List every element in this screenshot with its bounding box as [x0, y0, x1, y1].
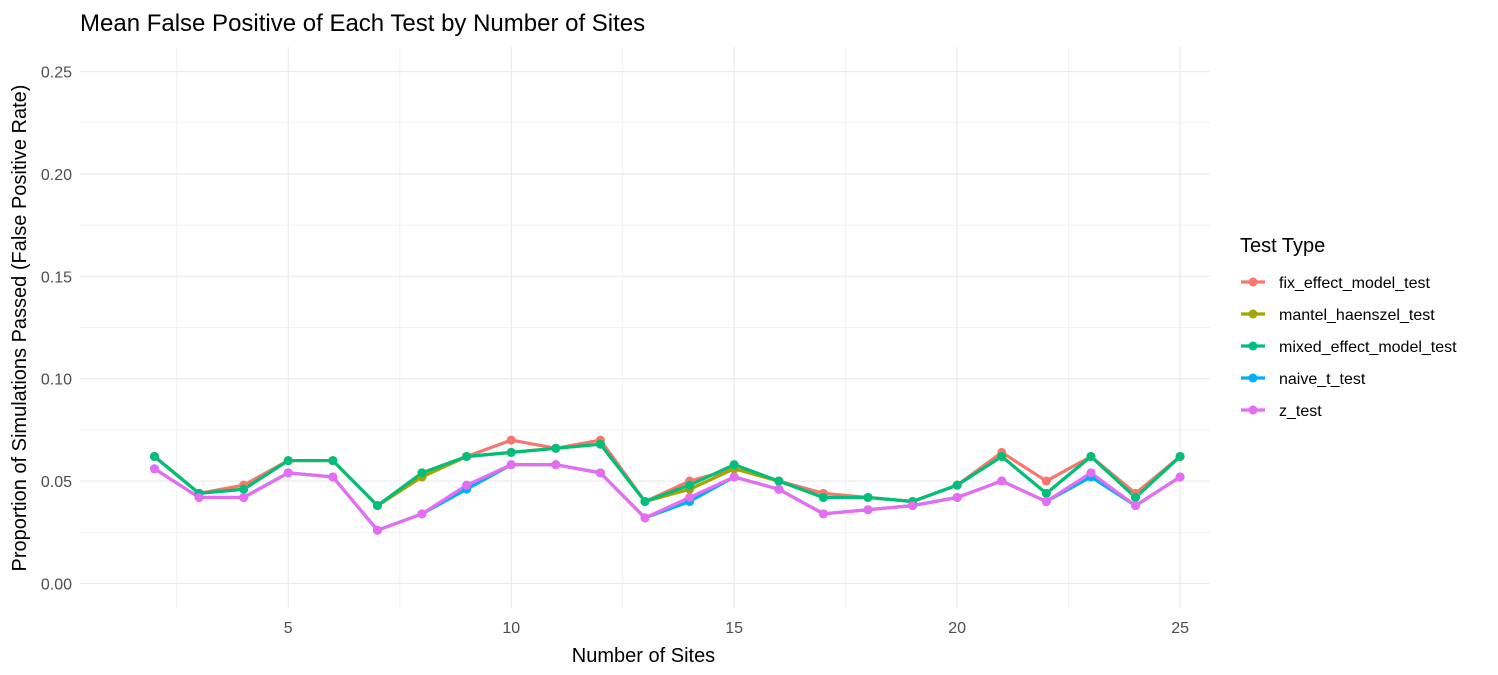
- data-point-mixed_effect_model_test: [774, 476, 784, 486]
- x-tick-label: 15: [725, 620, 743, 637]
- data-point-mixed_effect_model_test: [417, 468, 427, 478]
- data-point-fix_effect_model_test: [1041, 476, 1051, 486]
- data-point-mixed_effect_model_test: [818, 492, 828, 502]
- data-point-mixed_effect_model_test: [1131, 492, 1141, 502]
- legend-key-point: [1248, 373, 1258, 383]
- data-point-z_test: [729, 472, 739, 482]
- chart-title: Mean False Positive of Each Test by Numb…: [80, 10, 645, 37]
- data-point-z_test: [239, 492, 249, 502]
- data-point-z_test: [908, 501, 918, 511]
- data-point-mixed_effect_model_test: [283, 456, 293, 466]
- series-line-mixed_effect_model_test: [153, 442, 1182, 508]
- data-point-z_test: [595, 468, 605, 478]
- data-point-z_test: [640, 513, 650, 523]
- legend-label: mantel_haenszel_test: [1279, 307, 1435, 324]
- data-point-z_test: [685, 492, 695, 502]
- data-point-mixed_effect_model_test: [506, 447, 516, 457]
- data-point-mixed_effect_model_test: [149, 451, 159, 461]
- data-point-z_test: [417, 509, 427, 519]
- data-point-z_test: [328, 472, 338, 482]
- minor-gridlines: [80, 47, 1210, 608]
- x-tick-label: 5: [284, 620, 293, 637]
- data-point-z_test: [863, 505, 873, 515]
- data-point-z_test: [372, 525, 382, 535]
- legend-key-point: [1248, 309, 1258, 319]
- x-tick-label: 10: [502, 620, 520, 637]
- data-point-mixed_effect_model_test: [595, 439, 605, 449]
- major-gridlines: [80, 47, 1210, 608]
- data-point-z_test: [1086, 468, 1096, 478]
- data-point-z_test: [952, 492, 962, 502]
- legend-key-point: [1248, 341, 1258, 351]
- data-point-z_test: [1131, 501, 1141, 511]
- data-point-z_test: [1175, 472, 1185, 482]
- y-tick-label: 0.15: [41, 269, 72, 286]
- y-tick-label: 0.25: [41, 65, 72, 82]
- data-point-mixed_effect_model_test: [462, 451, 472, 461]
- y-tick-label: 0.05: [41, 474, 72, 491]
- data-point-z_test: [774, 484, 784, 494]
- x-axis-title: Number of Sites: [572, 645, 715, 667]
- y-tick-label: 0.10: [41, 372, 72, 389]
- data-point-mixed_effect_model_test: [952, 480, 962, 490]
- data-point-mixed_effect_model_test: [863, 492, 873, 502]
- data-point-mixed_effect_model_test: [729, 460, 739, 470]
- data-point-z_test: [506, 460, 516, 470]
- legend-label: naive_t_test: [1279, 371, 1366, 388]
- data-point-mixed_effect_model_test: [551, 443, 561, 453]
- data-point-fix_effect_model_test: [506, 435, 516, 445]
- legend-key-point: [1248, 405, 1258, 415]
- data-point-z_test: [149, 464, 159, 474]
- data-point-z_test: [997, 476, 1007, 486]
- legend: Test Type fix_effect_model_test mantel_ha…: [1240, 235, 1457, 420]
- data-point-mixed_effect_model_test: [997, 451, 1007, 461]
- data-point-mixed_effect_model_test: [640, 497, 650, 507]
- legend-label: fix_effect_model_test: [1279, 275, 1430, 292]
- y-axis-ticks: 0.00 0.05 0.10 0.15 0.20 0.25: [41, 65, 72, 594]
- data-point-mixed_effect_model_test: [1041, 488, 1051, 498]
- series-line-z_test: [153, 463, 1181, 532]
- data-point-mixed_effect_model_test: [1086, 451, 1096, 461]
- data-point-z_test: [1041, 497, 1051, 507]
- data-point-mixed_effect_model_test: [239, 484, 249, 494]
- y-tick-label: 0.00: [41, 576, 72, 593]
- data-point-z_test: [818, 509, 828, 519]
- data-point-mixed_effect_model_test: [328, 456, 338, 466]
- data-point-z_test: [551, 460, 561, 470]
- data-point-z_test: [462, 480, 472, 490]
- series-lines: [153, 438, 1182, 532]
- x-tick-label: 20: [948, 620, 966, 637]
- legend-label: z_test: [1279, 403, 1322, 420]
- data-point-mixed_effect_model_test: [372, 501, 382, 511]
- y-axis-title: Proportion of Simulations Passed (False …: [9, 85, 31, 572]
- x-tick-label: 25: [1171, 620, 1189, 637]
- series-points: [149, 435, 1185, 535]
- legend-label: mixed_effect_model_test: [1279, 339, 1457, 356]
- y-tick-label: 0.20: [41, 167, 72, 184]
- data-point-mixed_effect_model_test: [685, 480, 695, 490]
- legend-title: Test Type: [1240, 235, 1325, 257]
- data-point-z_test: [283, 468, 293, 478]
- legend-key-point: [1248, 277, 1258, 287]
- data-point-z_test: [194, 492, 204, 502]
- data-point-mixed_effect_model_test: [1175, 451, 1185, 461]
- x-axis-ticks: 5 10 15 20 25: [284, 620, 1189, 637]
